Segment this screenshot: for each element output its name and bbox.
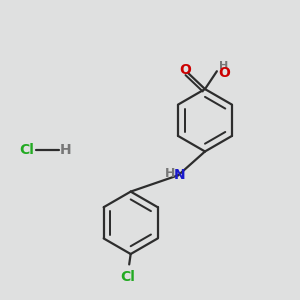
Text: O: O xyxy=(179,63,191,77)
Text: H: H xyxy=(59,143,71,157)
Text: Cl: Cl xyxy=(19,143,34,157)
Text: Cl: Cl xyxy=(120,270,135,284)
Text: H: H xyxy=(165,167,175,180)
Text: O: O xyxy=(218,66,230,80)
Text: H: H xyxy=(219,61,229,71)
Text: N: N xyxy=(174,168,185,182)
